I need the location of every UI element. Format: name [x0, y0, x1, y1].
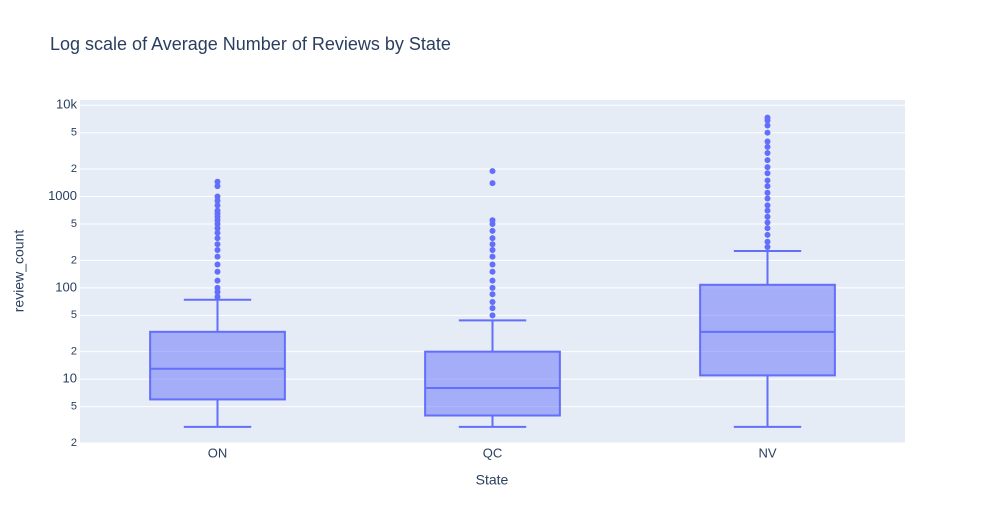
y-tick-label: 2: [71, 163, 77, 175]
chart-title: Log scale of Average Number of Reviews b…: [50, 34, 451, 54]
outlier: [214, 235, 221, 242]
outlier: [214, 253, 221, 260]
y-tick-label: 2: [71, 437, 77, 449]
outlier: [214, 178, 221, 185]
outlier: [764, 157, 771, 164]
outlier: [489, 277, 496, 284]
outlier: [489, 235, 496, 242]
outlier: [764, 244, 771, 251]
outlier: [214, 229, 221, 236]
outlier: [214, 284, 221, 291]
y-axis-label: review_count: [11, 230, 27, 313]
outlier: [764, 138, 771, 145]
y-tick-label: 2: [71, 346, 77, 358]
outlier: [764, 231, 771, 238]
y-tick-label: 5: [71, 401, 77, 413]
y-tick-label: 5: [71, 218, 77, 230]
y-tick-label: 10k: [56, 97, 77, 112]
outlier: [764, 129, 771, 136]
x-tick-label: NV: [758, 445, 776, 460]
y-tick-label: 2: [71, 254, 77, 266]
outlier: [214, 241, 221, 248]
box: [149, 330, 286, 401]
outlier: [764, 170, 771, 177]
outlier: [489, 284, 496, 291]
x-axis-label: State: [476, 472, 509, 488]
outlier: [489, 246, 496, 253]
outlier: [764, 122, 771, 129]
outlier: [214, 261, 221, 268]
y-tick-label: 5: [71, 309, 77, 321]
outlier: [489, 168, 496, 175]
box: [424, 350, 561, 417]
outlier: [489, 180, 496, 187]
outlier: [214, 193, 221, 200]
outlier: [489, 291, 496, 298]
outlier: [764, 225, 771, 232]
outlier: [489, 253, 496, 260]
y-tick-label: 100: [55, 279, 77, 294]
outlier: [764, 143, 771, 150]
outlier: [214, 225, 221, 232]
outlier: [214, 246, 221, 253]
outlier: [764, 114, 771, 121]
outlier: [489, 312, 496, 319]
outlier: [489, 241, 496, 248]
outlier: [214, 183, 221, 190]
outlier: [214, 197, 221, 204]
outlier: [214, 293, 221, 300]
outlier: [489, 261, 496, 268]
x-tick-label: QC: [483, 445, 503, 460]
box: [699, 283, 836, 377]
outlier: [764, 202, 771, 209]
outlier: [214, 207, 221, 214]
outlier: [489, 305, 496, 312]
outlier: [489, 298, 496, 305]
outlier: [764, 189, 771, 196]
outlier: [764, 164, 771, 171]
outlier: [764, 149, 771, 156]
x-tick-label: ON: [208, 445, 228, 460]
outlier: [764, 238, 771, 245]
y-tick-label: 1000: [48, 188, 77, 203]
outlier: [764, 219, 771, 226]
outlier: [489, 268, 496, 275]
y-tick-label: 5: [71, 127, 77, 139]
outlier: [764, 195, 771, 202]
outlier: [489, 227, 496, 234]
outlier: [764, 183, 771, 190]
outlier: [214, 202, 221, 209]
y-tick-label: 10: [63, 371, 77, 386]
outlier: [214, 268, 221, 275]
outlier: [764, 207, 771, 214]
outlier: [214, 289, 221, 296]
outlier: [764, 177, 771, 184]
outlier: [214, 277, 221, 284]
outlier: [764, 213, 771, 220]
outlier: [489, 217, 496, 224]
